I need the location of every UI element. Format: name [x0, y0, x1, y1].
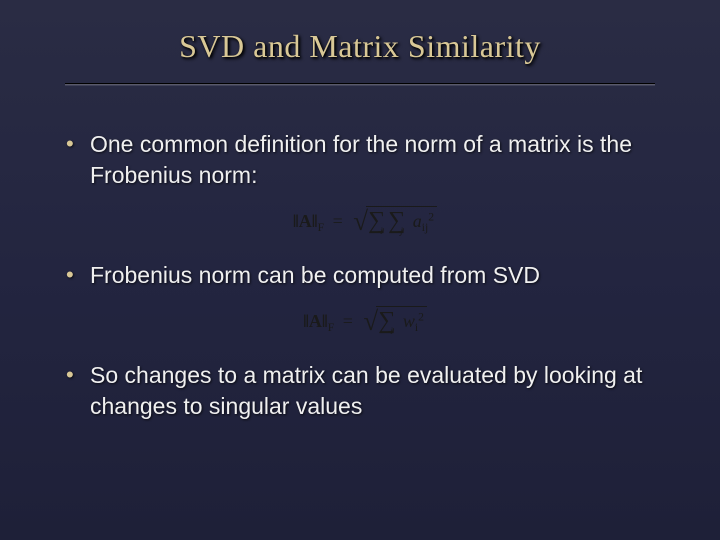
slide-title: SVD and Matrix Similarity [48, 28, 672, 65]
term-sup: 2 [428, 211, 434, 224]
norm-subscript: F [328, 321, 335, 334]
norm-subscript: F [318, 221, 325, 234]
bullet-item: One common definition for the norm of a … [58, 129, 672, 191]
term-base: w [403, 311, 415, 331]
radicand: ∑i wi2 [376, 306, 427, 334]
matrix-symbol: A [309, 311, 322, 331]
bullet-item: So changes to a matrix can be evaluated … [58, 360, 672, 422]
slide-body: One common definition for the norm of a … [48, 129, 672, 422]
frobenius-svd-formula: ‖A‖F = ∑i wi2 [303, 305, 427, 334]
sum-index: j [400, 226, 403, 237]
slide: SVD and Matrix Similarity One common def… [0, 0, 720, 540]
matrix-symbol: A [299, 211, 312, 231]
bullet-item: Frobenius norm can be computed from SVD [58, 260, 672, 291]
equals-sign: = [339, 311, 357, 331]
term-base: a [413, 211, 422, 231]
radicand: ∑i∑j aij2 [366, 206, 437, 234]
equals-sign: = [329, 211, 347, 231]
term-sup: 2 [418, 311, 424, 324]
frobenius-definition-formula: ‖A‖F = ∑i∑j aij2 [293, 205, 437, 234]
sum-index: i [380, 226, 383, 237]
sum-index: i [390, 326, 393, 337]
formula-row: ‖A‖F = ∑i∑j aij2 [58, 205, 672, 234]
formula-row: ‖A‖F = ∑i wi2 [58, 305, 672, 334]
bullet-list: One common definition for the norm of a … [58, 129, 672, 422]
sqrt: ∑i wi2 [361, 305, 427, 334]
title-underline [65, 83, 655, 85]
sqrt: ∑i∑j aij2 [351, 205, 437, 234]
